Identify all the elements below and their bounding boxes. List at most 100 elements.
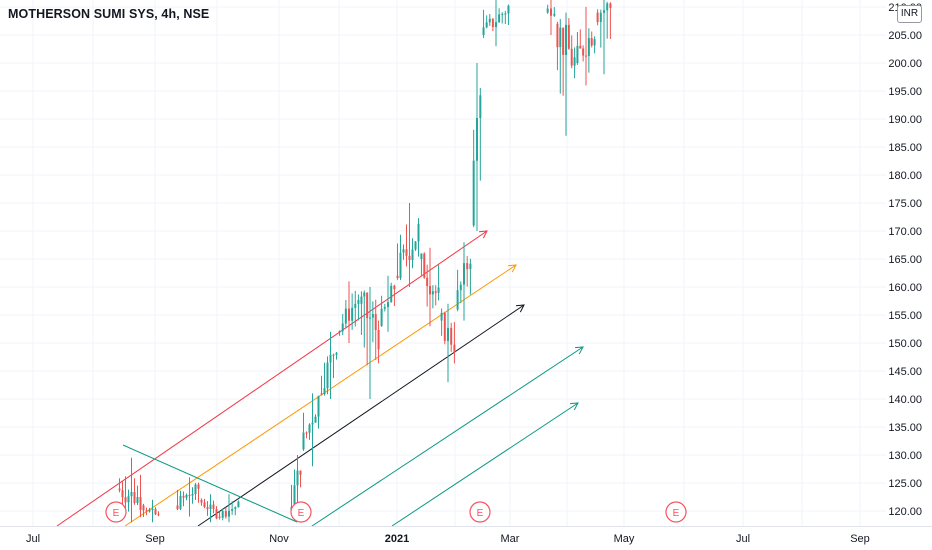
candle-body xyxy=(579,45,582,49)
candle-body xyxy=(194,484,197,495)
candle-body xyxy=(488,18,491,23)
channel-line-green[interactable] xyxy=(311,346,584,527)
channel-line-black[interactable] xyxy=(197,304,525,527)
candle-body xyxy=(476,118,478,161)
candle-body xyxy=(197,484,200,489)
candle-body xyxy=(360,296,363,304)
candle-body xyxy=(293,485,296,507)
candle-body xyxy=(414,241,417,250)
price-tick-label: 130.00 xyxy=(888,450,922,462)
candle-body xyxy=(573,57,576,66)
candle-body xyxy=(127,496,130,503)
drawings[interactable] xyxy=(56,230,584,527)
price-tick-label: 140.00 xyxy=(888,394,922,406)
price-axis[interactable]: 120.00 125.00 130.00 135.00 140.00 145.00 150.… xyxy=(886,0,932,550)
candle-body xyxy=(453,344,456,353)
candle-body xyxy=(567,24,570,49)
candle-body xyxy=(423,253,426,278)
candle-body xyxy=(188,494,191,496)
candle-body xyxy=(396,275,399,279)
price-tick-label: 200.00 xyxy=(888,58,922,70)
candle-body xyxy=(411,249,414,260)
candle-body xyxy=(393,285,396,290)
earnings-event-marker[interactable]: E xyxy=(665,501,687,523)
candle-body xyxy=(136,497,139,503)
candle-body xyxy=(224,511,227,517)
candle-body xyxy=(338,331,341,333)
candle-body xyxy=(320,393,323,395)
candle-body xyxy=(443,312,446,341)
candle-body xyxy=(469,263,472,270)
earnings-event-marker[interactable]: E xyxy=(290,501,312,523)
earnings-event-marker[interactable]: E xyxy=(469,501,491,523)
candle-body xyxy=(501,13,504,15)
event-marker-label: E xyxy=(477,508,484,519)
candle-body xyxy=(570,48,573,66)
candle-body xyxy=(191,494,194,496)
candle-body xyxy=(593,39,596,46)
candle-body xyxy=(576,45,579,63)
price-tick-label: 170.00 xyxy=(888,226,922,238)
candle-body xyxy=(369,317,371,319)
price-tick-label: 185.00 xyxy=(888,142,922,154)
candle-body xyxy=(479,95,482,119)
candle-body xyxy=(344,308,347,324)
candle-body xyxy=(142,505,145,511)
candle-body xyxy=(482,27,485,35)
price-tick-label: 150.00 xyxy=(888,338,922,350)
channel-line-red[interactable] xyxy=(56,230,488,527)
candle-body xyxy=(221,511,224,518)
trend-line-green[interactable] xyxy=(122,444,298,523)
candle-body xyxy=(383,307,386,309)
candle-body xyxy=(121,490,124,498)
candle-body xyxy=(426,277,429,287)
candle-body xyxy=(218,516,221,518)
candle-body xyxy=(585,55,587,57)
candle-body xyxy=(206,507,209,510)
candle-body xyxy=(326,362,329,389)
candle-body xyxy=(374,313,377,330)
candle-body xyxy=(371,313,374,318)
candle-body xyxy=(296,470,299,486)
time-tick-label: Jul xyxy=(26,533,40,545)
candle-body xyxy=(299,470,302,475)
candle-body xyxy=(341,323,344,332)
candle-body xyxy=(329,354,332,363)
channel-line-teal[interactable] xyxy=(391,402,579,527)
candle-body xyxy=(405,249,408,256)
candle-body xyxy=(130,492,133,497)
earnings-event-marker[interactable]: E xyxy=(105,501,127,523)
candle-body xyxy=(390,285,393,303)
candle-body xyxy=(118,488,121,491)
candle-body xyxy=(335,352,338,355)
candle-body xyxy=(323,388,326,395)
candle-body xyxy=(402,249,405,253)
candle-body xyxy=(504,13,507,15)
candle-body xyxy=(203,502,206,508)
candle-body xyxy=(596,12,599,23)
candle-body xyxy=(431,291,434,295)
price-tick-label: 145.00 xyxy=(888,366,922,378)
candle-body xyxy=(417,223,420,242)
candle-body xyxy=(463,263,465,285)
candle-body xyxy=(124,497,127,503)
candle-body xyxy=(351,307,354,321)
candle-body xyxy=(609,3,612,8)
time-tick-label: Sep xyxy=(850,533,870,545)
candle-body xyxy=(377,329,380,350)
candle-body xyxy=(302,432,305,450)
candle-body xyxy=(429,286,431,295)
candle-body xyxy=(603,10,605,13)
currency-badge[interactable]: INR xyxy=(897,5,922,23)
time-tick-label: Jul xyxy=(736,533,750,545)
candle-body xyxy=(507,5,510,14)
candle-body xyxy=(145,510,148,512)
price-tick-label: 205.00 xyxy=(888,30,922,42)
channel-line-orange[interactable] xyxy=(124,264,517,527)
candle-body xyxy=(485,22,488,28)
candle-body xyxy=(151,509,154,511)
time-axis[interactable]: Jul Sep Nov 2021 Mar May Jul Sep xyxy=(0,526,932,550)
